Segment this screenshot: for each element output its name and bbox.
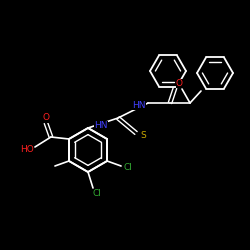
Text: Cl: Cl [92, 190, 102, 198]
Text: HN: HN [94, 120, 108, 130]
Text: O: O [176, 78, 182, 88]
Text: S: S [140, 130, 146, 140]
Text: Cl: Cl [124, 162, 132, 172]
Text: HN: HN [132, 101, 146, 110]
Text: HO: HO [20, 146, 34, 154]
Text: O: O [42, 114, 50, 122]
